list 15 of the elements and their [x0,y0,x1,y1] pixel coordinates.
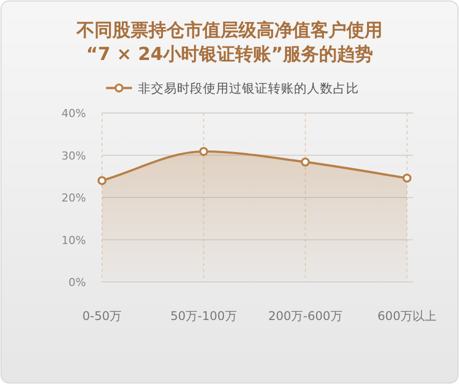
x-tick-label: 200万-600万 [268,309,342,323]
point [402,174,412,183]
point [98,176,106,186]
y-tick-label: 40% [62,107,86,120]
point [300,158,310,167]
chart-title: 不同股票持仓市值层级高净值客户使用“7 × 24小时银证转账”服务的趋势 [76,20,382,65]
y-tick-label: 0% [68,276,86,289]
x-tick-label: 0-50万 [82,309,122,323]
y-tick-label: 10% [62,234,86,247]
legend-label: 非交易时段使用过银证转账的人数占比 [138,80,359,96]
y-tick-label: 20% [62,192,86,204]
x-tick-label: 50万-100万 [170,309,237,323]
x-tick-label: 600万以上 [378,309,436,323]
y-tick-label: 30% [62,149,86,162]
point [199,146,208,156]
